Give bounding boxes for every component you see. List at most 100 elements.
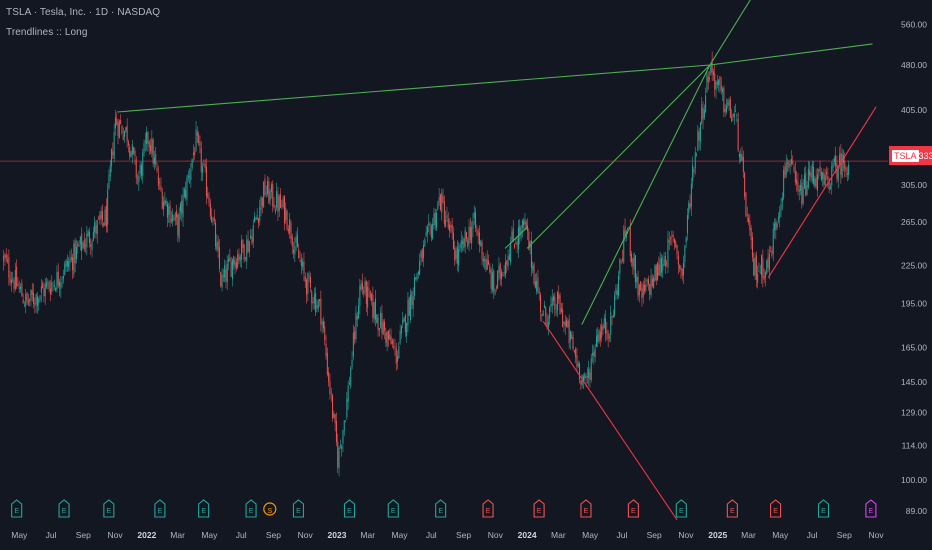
candle-body — [354, 330, 356, 340]
candle-body — [230, 261, 232, 277]
candle-body — [70, 256, 72, 260]
candle-body — [23, 305, 25, 306]
candle-body — [384, 321, 386, 331]
candle-body — [94, 222, 96, 233]
candle-body — [250, 235, 252, 239]
candle-body — [152, 139, 154, 164]
earnings-marker[interactable]: E — [580, 499, 592, 518]
candle-body — [7, 259, 9, 262]
time-tick-label: Mar — [170, 530, 185, 540]
candle-body — [239, 256, 241, 262]
candle-body — [476, 229, 478, 231]
trendline[interactable] — [117, 43, 873, 113]
earnings-marker[interactable]: E — [292, 499, 305, 518]
candle-body — [129, 147, 131, 157]
candle-body — [226, 263, 228, 283]
earnings-marker[interactable]: E — [198, 499, 210, 518]
price-tick-label: 89.00 — [906, 506, 928, 516]
candle-body — [140, 164, 142, 176]
earnings-marker[interactable]: E — [245, 499, 257, 518]
candle-body — [365, 281, 367, 305]
trendline[interactable] — [526, 0, 765, 249]
candle-body — [426, 226, 428, 234]
earnings-marker[interactable]: E — [770, 499, 782, 518]
candle-body — [364, 280, 366, 292]
candle-body — [29, 299, 31, 302]
trendline[interactable] — [581, 64, 711, 325]
candle-body — [122, 135, 124, 140]
candle-body — [749, 220, 751, 231]
candle-body — [156, 168, 158, 171]
candle-body — [445, 219, 447, 227]
candle-body — [270, 184, 272, 192]
candle-body — [469, 226, 471, 241]
candle-body — [57, 271, 59, 286]
candle-body — [716, 81, 718, 85]
event-letter: E — [296, 508, 301, 515]
candle-body — [675, 241, 677, 248]
candle-body — [181, 200, 183, 214]
candle-body — [455, 250, 457, 260]
candle-body — [844, 161, 846, 169]
split-marker[interactable]: S — [263, 502, 277, 516]
earnings-marker[interactable]: E — [103, 499, 115, 518]
earnings-marker[interactable]: E — [627, 499, 639, 518]
candle-body — [777, 216, 779, 220]
earnings-marker[interactable]: E — [865, 499, 877, 518]
earnings-marker[interactable]: E — [675, 499, 687, 518]
candle-body — [410, 294, 412, 320]
candle-body — [347, 385, 349, 402]
earnings-marker[interactable]: E — [58, 499, 70, 518]
candle-body — [731, 116, 733, 122]
candle-body — [597, 334, 599, 343]
candle-body — [286, 211, 288, 230]
price-axis[interactable]: 560.00480.00405.00345.00305.00265.00225.… — [901, 19, 927, 516]
candle-body — [335, 420, 337, 443]
candle-body — [252, 225, 254, 242]
candle-body — [646, 280, 648, 282]
candle-body — [566, 320, 568, 328]
candle-body — [774, 223, 776, 231]
earnings-marker[interactable]: E — [435, 499, 447, 518]
candle-body — [796, 179, 798, 184]
candle-body — [579, 363, 581, 381]
earnings-marker[interactable]: E — [154, 499, 166, 518]
earnings-marker[interactable]: E — [817, 499, 830, 518]
earnings-marker[interactable]: E — [533, 499, 545, 518]
candle-body — [282, 198, 284, 208]
trendline[interactable] — [504, 226, 528, 249]
trendline[interactable] — [542, 321, 678, 521]
earnings-icon — [675, 499, 687, 518]
candle-body — [27, 299, 29, 304]
candle-body — [231, 259, 233, 279]
candle-body — [533, 263, 535, 284]
candle-body — [351, 359, 353, 368]
candle-body — [182, 195, 184, 218]
candle-body — [269, 190, 271, 201]
candle-body — [173, 218, 175, 219]
symbol-title[interactable]: TSLA · Tesla, Inc. · 1D · NASDAQ — [6, 7, 161, 18]
earnings-marker[interactable]: E — [387, 499, 399, 518]
time-axis[interactable]: May Jul Sep Nov 2022 Mar May Jul Sep Nov 2023 Mar Ma… — [11, 530, 884, 540]
earnings-marker[interactable]: E — [343, 499, 356, 518]
candle-body — [764, 272, 766, 278]
earnings-marker[interactable]: E — [726, 499, 738, 518]
candle-body — [10, 280, 12, 284]
candle-body — [346, 398, 348, 418]
earnings-icon — [482, 499, 494, 518]
candle-body — [432, 223, 434, 239]
indicator-label[interactable]: Trendlines :: Long — [6, 27, 88, 38]
candle-body — [358, 305, 360, 319]
time-tick-label: Jul — [236, 530, 247, 540]
trendlines[interactable] — [117, 0, 877, 521]
candle-body — [580, 380, 582, 385]
candle-body — [549, 307, 551, 319]
candle-body — [631, 254, 633, 262]
earnings-marker[interactable]: E — [11, 499, 23, 518]
earnings-marker[interactable]: E — [482, 499, 494, 518]
candle-body — [317, 300, 319, 309]
candle-body — [715, 81, 717, 91]
trendline[interactable] — [767, 106, 877, 278]
